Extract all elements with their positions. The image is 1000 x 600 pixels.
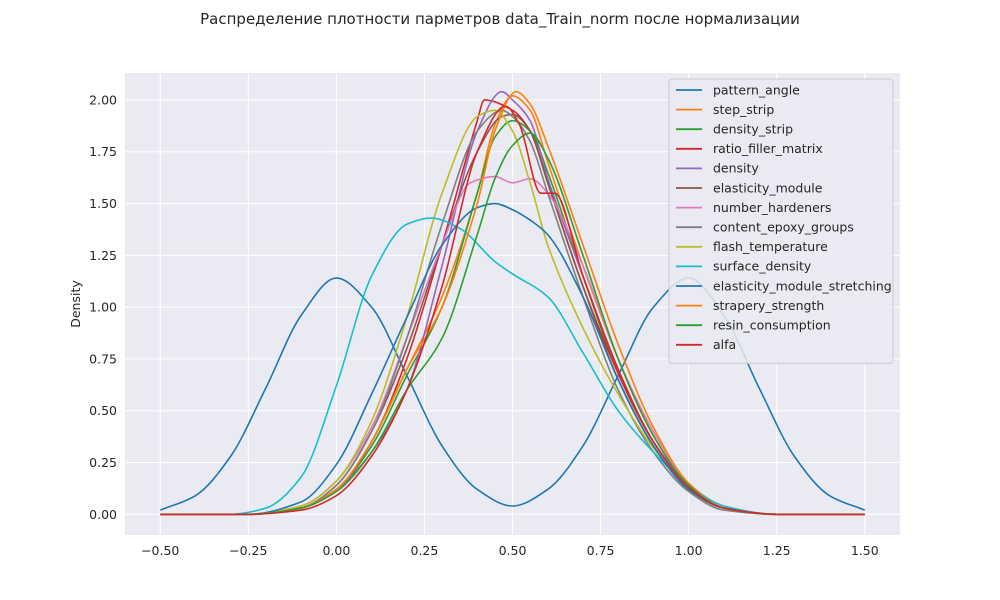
legend-entry: number_hardeners bbox=[713, 200, 831, 215]
y-tick-label: 1.00 bbox=[89, 300, 117, 315]
legend-entry: ratio_filler_matrix bbox=[713, 141, 823, 156]
legend-box bbox=[668, 78, 894, 364]
legend-entry: resin_consumption bbox=[713, 318, 831, 333]
legend-entry: flash_temperature bbox=[713, 239, 828, 254]
legend-entry: pattern_angle bbox=[713, 82, 800, 97]
series-line-resin-consumption bbox=[160, 132, 865, 516]
y-axis: 0.00 0.25 0.50 0.75 1.00 1.25 1.50 1.75 2.00 bbox=[89, 92, 117, 521]
x-tick-label: 1.50 bbox=[851, 543, 879, 558]
x-tick-label: 0.75 bbox=[587, 543, 615, 558]
legend-entry: strapery_strength bbox=[713, 298, 824, 313]
series-line-strapery-strength bbox=[160, 90, 865, 516]
x-tick-label: 0.50 bbox=[499, 543, 527, 558]
x-axis: −0.50 −0.25 0.00 0.25 0.50 0.75 1.00 1.25 1.50 bbox=[141, 543, 879, 558]
series-lines bbox=[159, 90, 866, 516]
legend-entry: elasticity_module bbox=[713, 180, 823, 195]
legend-entry: elasticity_module_stretching bbox=[713, 278, 892, 293]
legend: pattern_angle step_strip density_striprati… bbox=[668, 78, 894, 364]
legend-entry: step_strip bbox=[713, 102, 774, 117]
chart-title: Распределение плотности парметров data_T… bbox=[200, 10, 800, 29]
x-tick-label: 1.00 bbox=[675, 543, 703, 558]
series-line-pattern-angle bbox=[159, 277, 866, 511]
y-tick-label: 1.50 bbox=[89, 196, 117, 211]
y-tick-label: 0.00 bbox=[89, 507, 117, 522]
x-tick-label: 0.25 bbox=[411, 543, 439, 558]
x-tick-label: −0.25 bbox=[229, 543, 267, 558]
y-tick-label: 2.00 bbox=[89, 92, 117, 107]
legend-entry: density_strip bbox=[713, 122, 793, 137]
y-tick-label: 0.25 bbox=[89, 455, 117, 470]
y-tick-label: 1.75 bbox=[89, 144, 117, 159]
series-line-elasticity-module-stretching bbox=[160, 202, 865, 516]
x-tick-label: 0.00 bbox=[322, 543, 350, 558]
series-line-content-epoxy-groups bbox=[160, 109, 865, 516]
y-tick-label: 0.50 bbox=[89, 403, 117, 418]
y-tick-label: 1.25 bbox=[89, 248, 117, 263]
legend-entry: alfa bbox=[713, 337, 736, 352]
legend-entry: surface_density bbox=[713, 259, 812, 274]
y-axis-label: Density bbox=[68, 280, 83, 328]
legend-entry: density bbox=[713, 161, 759, 176]
legend-entry: content_epoxy_groups bbox=[713, 220, 854, 235]
y-tick-label: 0.75 bbox=[89, 351, 117, 366]
series-line-alfa bbox=[160, 105, 865, 516]
x-tick-label: 1.25 bbox=[763, 543, 791, 558]
x-tick-label: −0.50 bbox=[141, 543, 179, 558]
